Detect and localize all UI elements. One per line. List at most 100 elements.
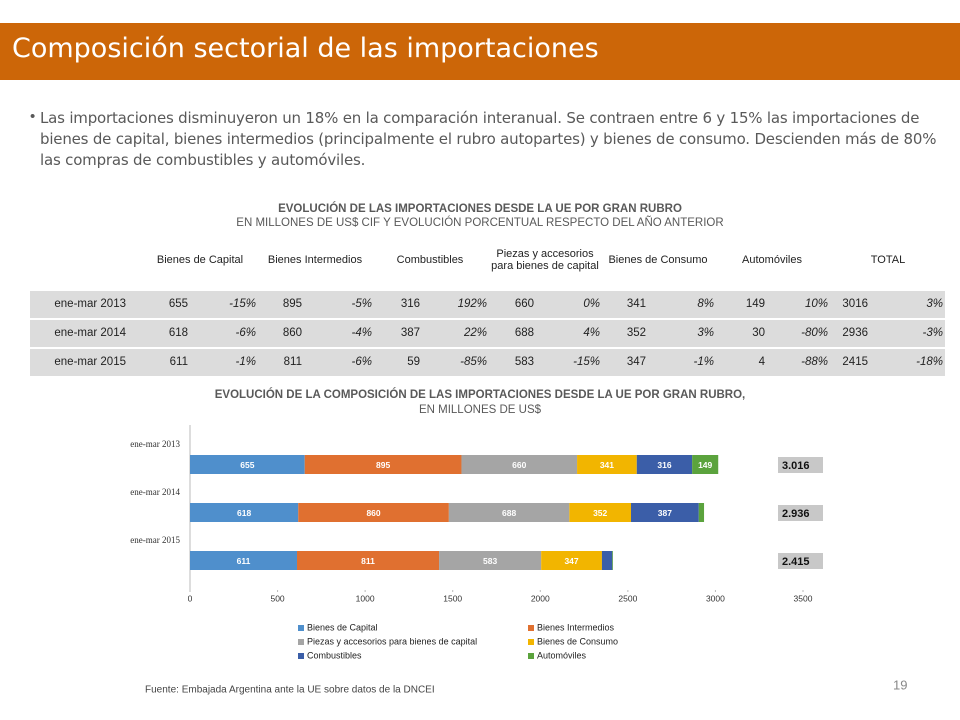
value-label: 387 (658, 508, 672, 518)
table-cell: 352 (626, 327, 646, 339)
bar-segment (461, 455, 578, 474)
bar-segment (692, 455, 719, 474)
bar-segment (439, 551, 542, 570)
table-cell: -1% (235, 356, 256, 368)
table-cell: -3% (922, 327, 943, 339)
value-label: 352 (593, 508, 607, 518)
table-cell: 860 (282, 327, 302, 339)
table-cell: -1% (693, 356, 714, 368)
table-cell: -4% (351, 327, 372, 339)
bar-segment (297, 551, 440, 570)
bar-segment (541, 551, 602, 570)
table-cell: 387 (400, 327, 420, 339)
table-cell: 192% (457, 298, 487, 310)
value-label: 347 (564, 556, 578, 566)
row-label: ene-mar 2014 (54, 327, 126, 339)
row-label: ene-mar 2015 (54, 356, 126, 368)
bar-segment (569, 503, 632, 522)
bar-segment (636, 455, 693, 474)
x-tick-label: 3000 (706, 593, 725, 603)
table-cell: 3% (697, 327, 714, 339)
bar-segment (190, 455, 305, 474)
table-cell: 316 (400, 298, 420, 310)
table-row (30, 320, 945, 347)
x-tick-label: 2500 (618, 593, 637, 603)
value-label: 660 (512, 460, 526, 470)
column-header: Bienes de Consumo (608, 254, 708, 266)
x-tick-label: 1500 (443, 593, 462, 603)
legend-label: Piezas y accesorios para bienes de capit… (307, 636, 477, 646)
legend-swatch (298, 639, 304, 645)
table-cell: -80% (801, 327, 828, 339)
legend-swatch (528, 639, 534, 645)
table-cell: -18% (916, 356, 943, 368)
x-tick-label: 3500 (794, 593, 813, 603)
value-label: 655 (240, 460, 254, 470)
table-cell: 895 (282, 298, 302, 310)
bar-segment (601, 551, 613, 570)
table-cell: 2415 (842, 356, 868, 368)
column-header: Bienes Intermedios (267, 254, 363, 266)
table-cell: -6% (351, 356, 372, 368)
bar-segment (298, 503, 449, 522)
table-cell: 660 (514, 298, 534, 310)
legend-label: Bienes de Capital (307, 622, 378, 632)
value-label: 618 (237, 508, 251, 518)
total-label: 3.016 (782, 460, 810, 472)
bullet-dot: • (30, 108, 36, 125)
value-label: 811 (361, 556, 375, 566)
x-tick-label: 500 (270, 593, 284, 603)
table-cell: 611 (169, 356, 188, 368)
bullet-text: Las importaciones disminuyeron un 18% en… (40, 109, 937, 169)
table-cell: 22% (463, 327, 487, 339)
category-label: ene-mar 2013 (130, 439, 180, 449)
column-header: Automóviles (742, 254, 802, 266)
legend-label: Combustibles (307, 650, 362, 660)
legend-swatch (298, 625, 304, 631)
table-cell: -15% (573, 356, 600, 368)
table-row (30, 349, 945, 376)
total-box (778, 505, 823, 521)
bar-segment (698, 503, 705, 522)
value-label: 583 (483, 556, 497, 566)
chart-subtitle: EN MILLONES DE US$ (419, 404, 542, 416)
legend-label: Automóviles (537, 650, 587, 660)
page-number: 19 (893, 677, 907, 692)
value-label: 149 (698, 460, 712, 470)
category-label: ene-mar 2015 (130, 535, 180, 545)
table-cell: 59 (407, 356, 420, 368)
table-subtitle: EN MILLONES DE US$ CIF Y EVOLUCIÓN PORCE… (236, 217, 724, 229)
table-cell: 0% (583, 298, 600, 310)
table-title: EVOLUCIÓN DE LAS IMPORTACIONES DESDE LA … (278, 203, 682, 215)
x-tick-label: 1000 (356, 593, 375, 603)
legend-swatch (528, 653, 534, 659)
table-cell: -88% (801, 356, 828, 368)
chart-title: EVOLUCIÓN DE LA COMPOSICIÓN DE LAS IMPOR… (215, 388, 746, 401)
bar-segment (448, 503, 570, 522)
x-tick-label: 0 (188, 593, 193, 603)
column-header: Piezas y accesorios para bienes de capit… (491, 248, 599, 272)
value-label: 316 (657, 460, 671, 470)
table-cell: 8% (697, 298, 714, 310)
table-cell: 811 (283, 356, 302, 368)
legend-swatch (298, 653, 304, 659)
table-cell: 4 (758, 356, 765, 368)
row-label: ene-mar 2013 (54, 298, 126, 310)
table-cell: 341 (626, 298, 646, 310)
bar-segment (190, 503, 299, 522)
value-label: 895 (376, 460, 390, 470)
table-cell: 30 (752, 327, 765, 339)
table-cell: 4% (583, 327, 600, 339)
table-cell: 3016 (842, 298, 868, 310)
table-cell: 10% (804, 298, 828, 310)
bar-segment (631, 503, 699, 522)
column-header: Combustibles (396, 254, 464, 266)
table-cell: -5% (351, 298, 372, 310)
header-bar (0, 23, 960, 80)
source: Fuente: Embajada Argentina ante la UE so… (145, 685, 435, 696)
table-cell: 688 (514, 327, 534, 339)
table-cell: 583 (514, 356, 534, 368)
value-label: 688 (502, 508, 516, 518)
